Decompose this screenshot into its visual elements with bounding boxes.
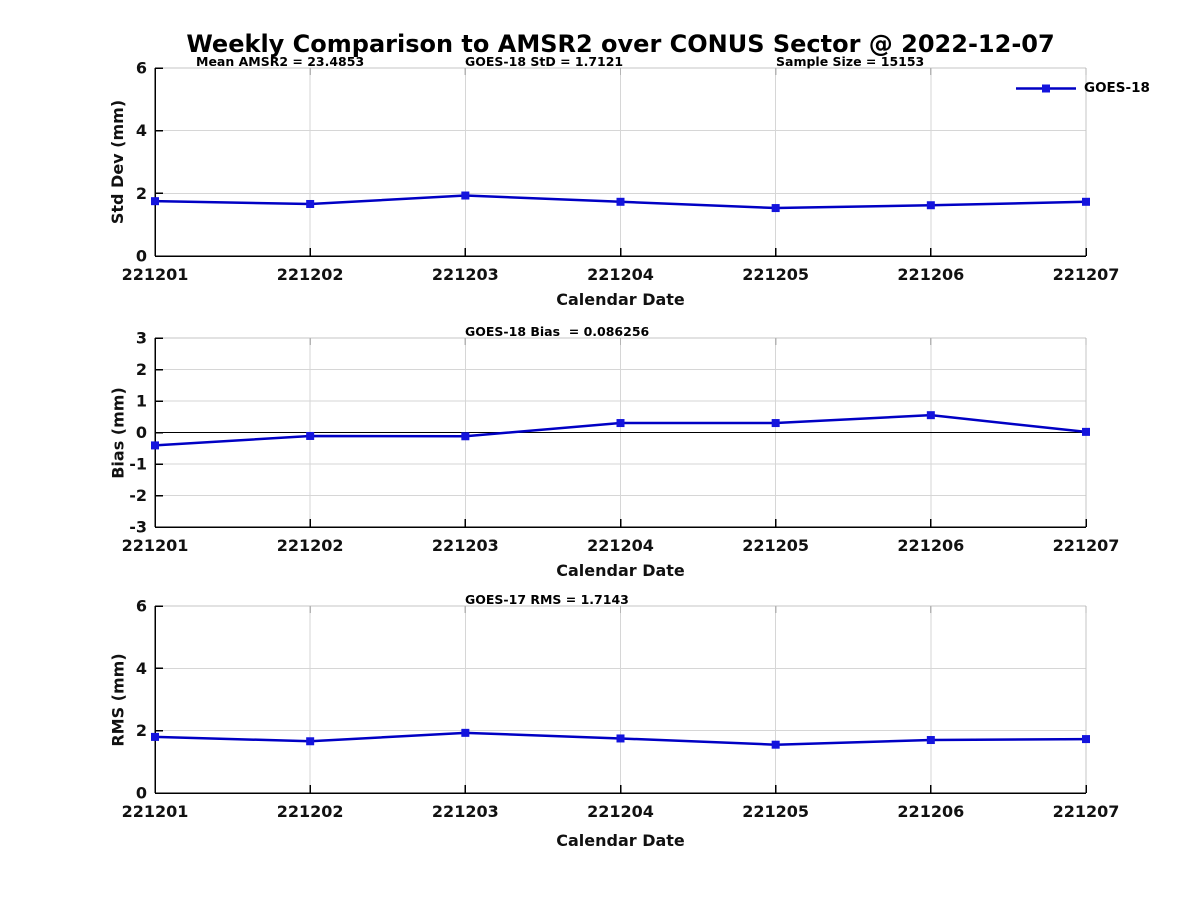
y-tick-label: 0 <box>136 247 147 266</box>
data-point <box>926 201 935 210</box>
data-point <box>306 431 315 440</box>
y-tick-label: -3 <box>129 518 147 537</box>
data-point <box>926 411 935 420</box>
data-point <box>461 191 470 200</box>
x-tick-label: 221207 <box>1053 265 1120 284</box>
x-tick-label: 221204 <box>587 265 654 284</box>
annotation-sample-size: Sample Size = 15153 <box>776 54 925 69</box>
x-axis-label-panel1: Calendar Date <box>556 290 685 309</box>
x-tick-labels: 221201 221202 221203 221204 221205 221206 2212… <box>122 802 1120 821</box>
x-tick-label: 221207 <box>1053 802 1120 821</box>
axes <box>154 67 1087 257</box>
data-point <box>771 419 780 428</box>
data-point <box>771 740 780 749</box>
y-tick-label: 6 <box>136 597 147 616</box>
data-point <box>306 737 315 746</box>
x-tick-label: 221205 <box>742 265 809 284</box>
annotation-goes18-std: GOES-18 StD = 1.7121 <box>465 54 624 69</box>
y-tick-label: -1 <box>129 455 147 474</box>
data-point-markers <box>151 191 1090 213</box>
y-axis-label-std-dev: Std Dev (mm) <box>108 99 127 225</box>
x-tick-label: 221207 <box>1053 536 1120 555</box>
x-axis-label-panel2: Calendar Date <box>556 561 685 580</box>
gridlines <box>155 67 1087 256</box>
chart-title: Weekly Comparison to AMSR2 over CONUS Se… <box>186 30 1055 58</box>
data-point <box>616 734 625 743</box>
x-tick-label: 221204 <box>587 536 654 555</box>
data-point-markers <box>151 411 1090 450</box>
y-tick-labels: -3 -2 -1 0 1 2 3 <box>129 329 147 537</box>
y-tick-label: 3 <box>136 329 147 348</box>
y-tick-label: 6 <box>136 59 147 78</box>
data-point-markers <box>151 728 1090 749</box>
data-point <box>306 199 315 208</box>
gridlines <box>155 605 1087 793</box>
x-tick-label: 221202 <box>277 536 344 555</box>
y-tick-label: 2 <box>136 721 147 740</box>
x-tick-label: 221206 <box>897 536 964 555</box>
y-tick-label: 1 <box>136 392 147 411</box>
y-axis-label-rms: RMS (mm) <box>108 653 128 747</box>
data-point <box>151 732 159 741</box>
data-point <box>151 197 159 206</box>
y-tick-label: 4 <box>136 659 147 678</box>
data-point <box>1082 735 1090 744</box>
x-tick-labels: 221201 221202 221203 221204 221205 221206 2212… <box>122 265 1120 284</box>
data-point <box>1082 197 1090 206</box>
x-tick-label: 221206 <box>897 265 964 284</box>
chart-panel-std-dev: 221201 221202 221203 221204 221205 221206 2212… <box>122 59 1120 285</box>
x-tick-label: 221203 <box>432 802 499 821</box>
y-tick-label: 0 <box>136 784 147 803</box>
legend-label: GOES-18 <box>1084 80 1150 96</box>
y-tick-label: 2 <box>136 360 147 379</box>
x-tick-label: 221205 <box>742 536 809 555</box>
x-tick-label: 221206 <box>897 802 964 821</box>
y-axis-label-bias: Bias (mm) <box>108 387 128 479</box>
y-tick-label: 4 <box>136 121 147 140</box>
data-point <box>771 204 780 213</box>
y-tick-label: -2 <box>129 486 147 505</box>
chart-panel-rms: 221201 221202 221203 221204 221205 221206 2212… <box>122 597 1120 822</box>
data-point <box>616 197 625 206</box>
data-point <box>151 441 159 450</box>
x-tick-label: 221201 <box>122 536 189 555</box>
x-tick-label: 221204 <box>587 802 654 821</box>
annotation-goes17-rms: GOES-17 RMS = 1.7143 <box>465 592 629 607</box>
data-point <box>461 728 470 737</box>
top-ticks <box>154 606 1087 613</box>
x-tick-label: 221202 <box>277 802 344 821</box>
y-tick-label: 0 <box>136 423 147 442</box>
axes <box>154 605 1087 794</box>
y-tick-label: 2 <box>136 184 147 203</box>
data-point <box>926 736 935 745</box>
x-tick-label: 221201 <box>122 265 189 284</box>
data-point <box>461 432 470 441</box>
annotation-goes18-bias: GOES-18 Bias = 0.086256 <box>465 324 650 339</box>
x-tick-label: 221205 <box>742 802 809 821</box>
annotation-mean-amsr2: Mean AMSR2 = 23.4853 <box>196 54 365 69</box>
data-point <box>616 419 625 428</box>
chart-panel-bias: 221201 221202 221203 221204 221205 221206 2212… <box>122 329 1120 556</box>
y-tick-labels: 0 2 4 6 <box>136 597 147 803</box>
top-ticks <box>154 68 1087 75</box>
x-tick-labels: 221201 221202 221203 221204 221205 221206 2212… <box>122 536 1120 555</box>
data-point <box>1082 427 1090 436</box>
legend-line-marker-icon <box>1016 84 1076 93</box>
x-tick-label: 221201 <box>122 802 189 821</box>
x-tick-label: 221202 <box>277 265 344 284</box>
x-tick-label: 221203 <box>432 536 499 555</box>
x-tick-label: 221203 <box>432 265 499 284</box>
x-axis-label-panel3: Calendar Date <box>556 831 685 850</box>
top-ticks <box>154 338 1087 345</box>
y-tick-labels: 0 2 4 6 <box>136 59 147 266</box>
